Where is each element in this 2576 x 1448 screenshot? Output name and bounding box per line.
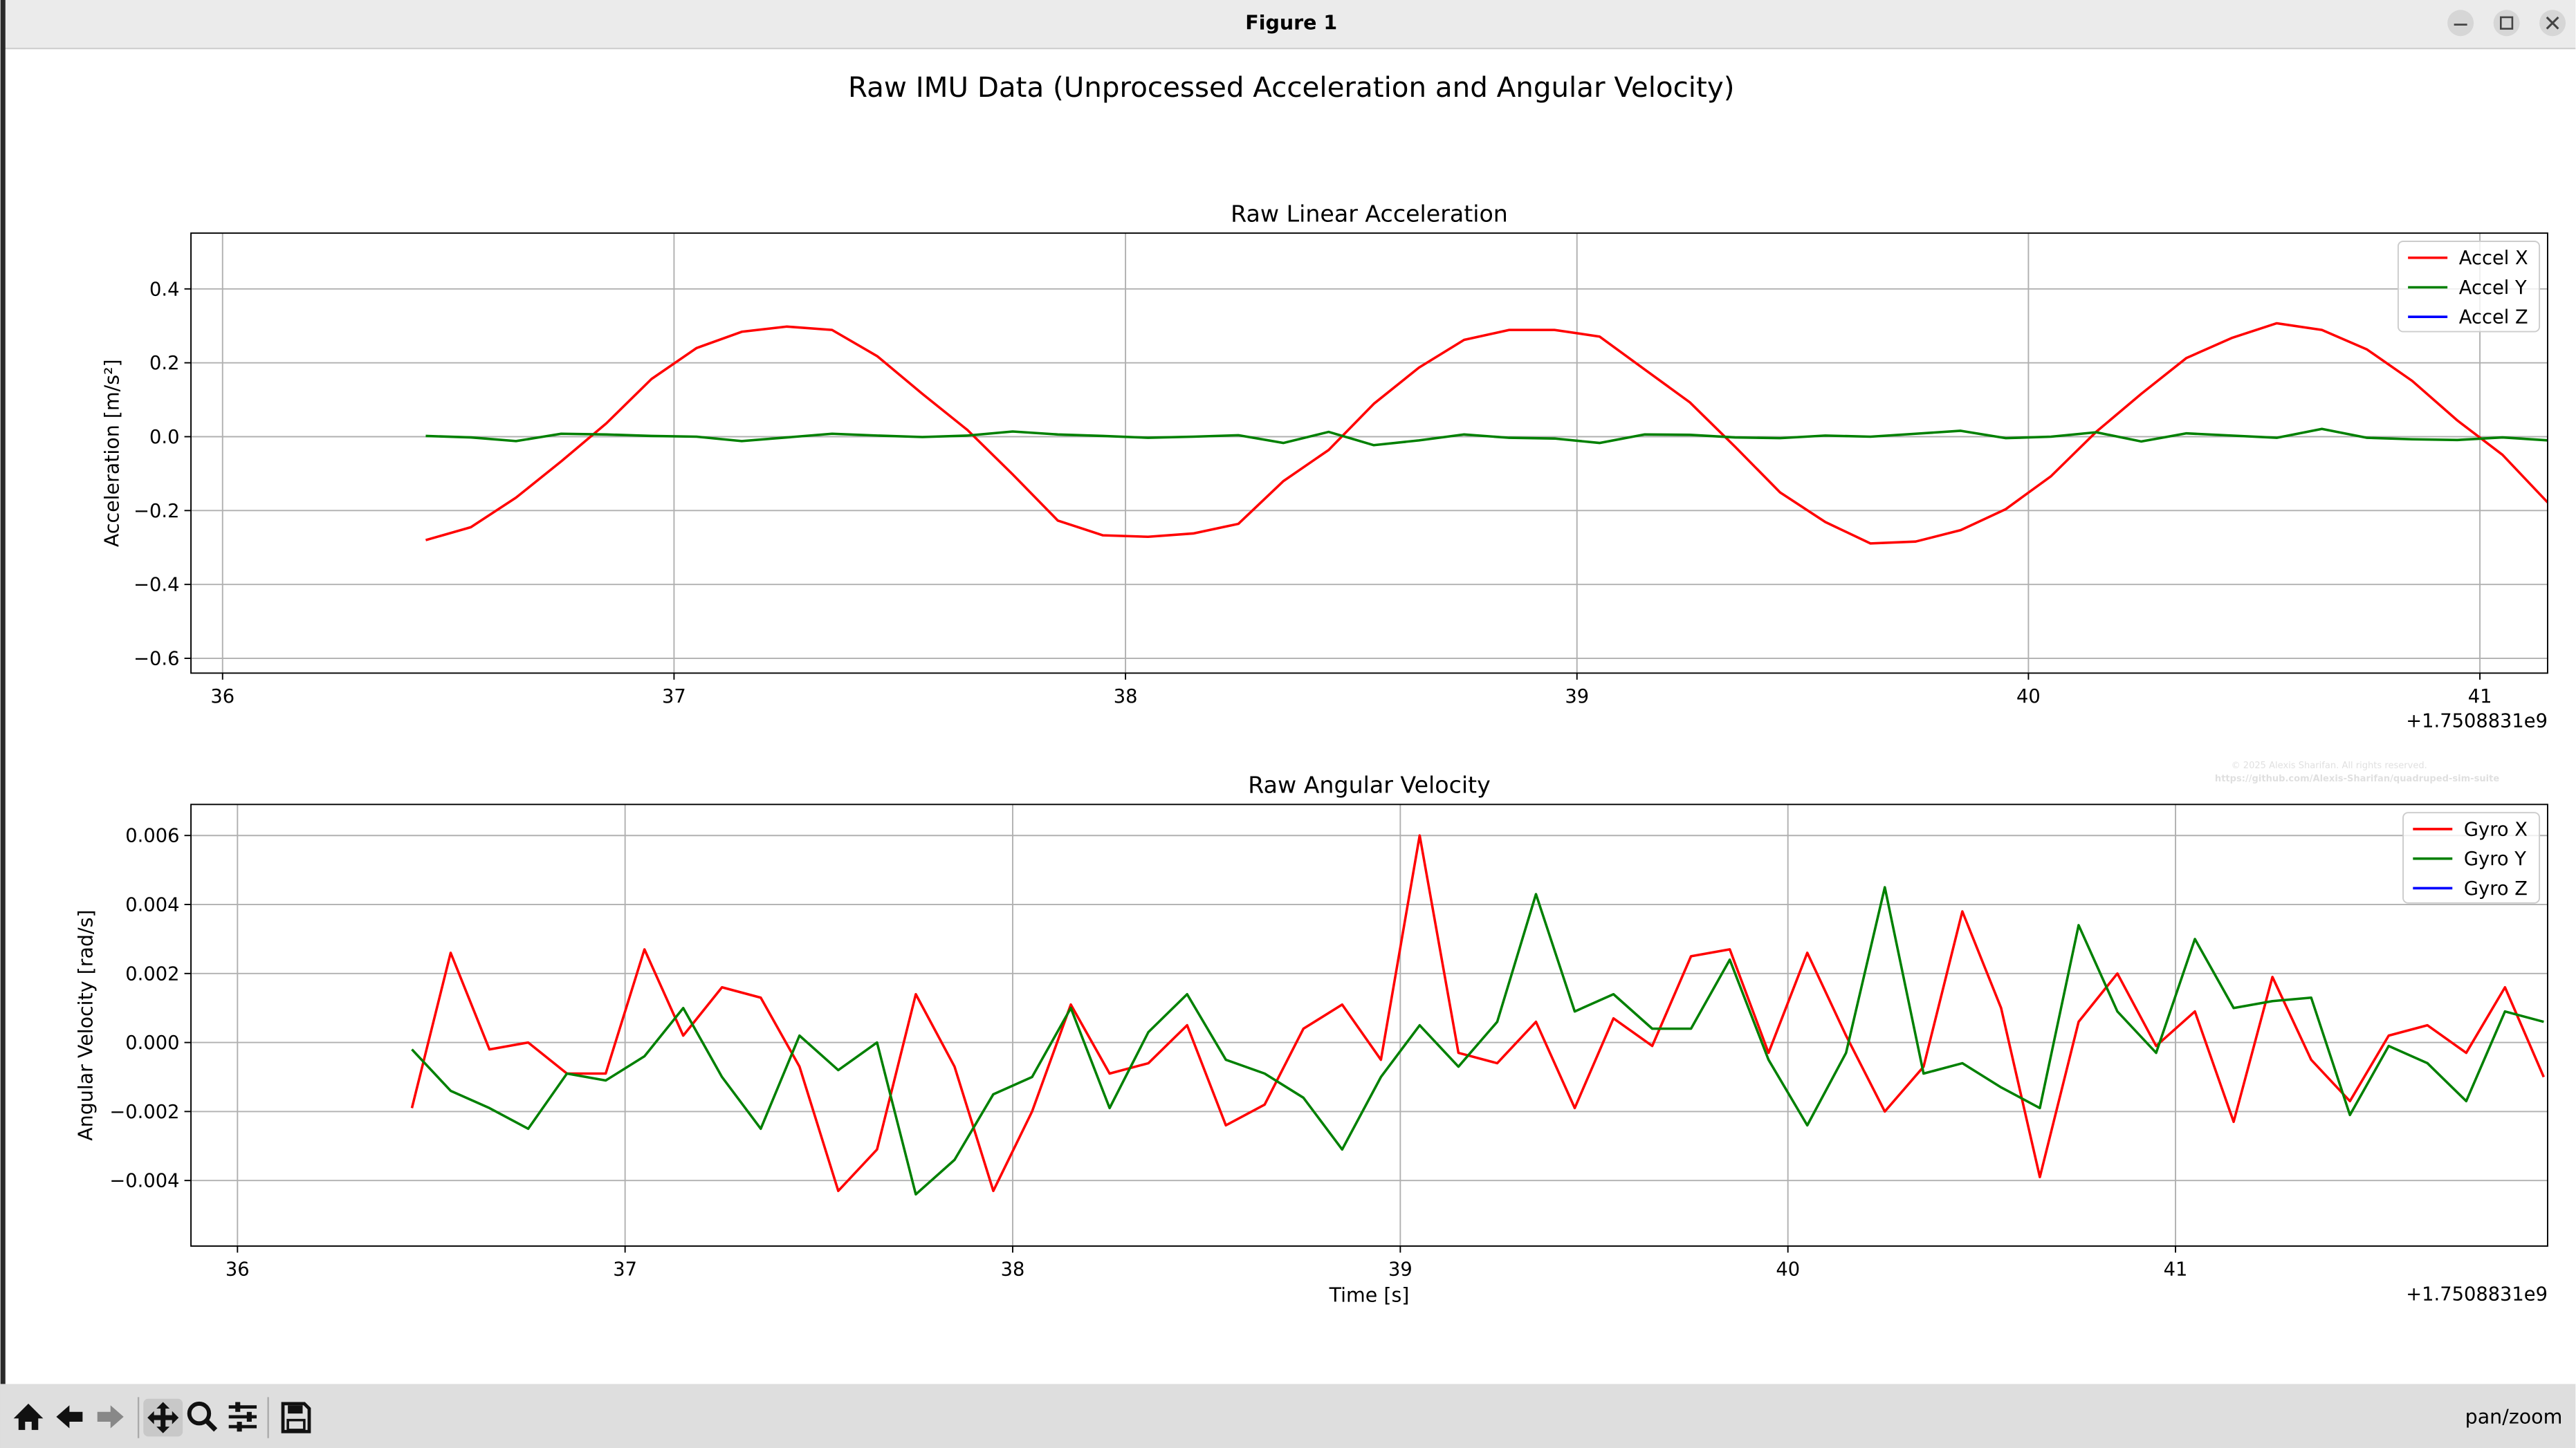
x-tick-label: 36 [226, 1259, 250, 1281]
slider-knob [237, 1422, 242, 1432]
x-axis-label: Time [s] [1329, 1284, 1410, 1307]
toolbar [0, 1384, 2576, 1448]
subplot: 36 37 38 39 40 41 −0.004 −0.002 0.000 0.002 0.004 0… [75, 772, 2548, 1307]
zoom-handle [203, 1418, 218, 1432]
x-tick-label: 39 [1388, 1259, 1413, 1281]
left-edge [0, 0, 6, 1448]
back-button[interactable] [56, 1405, 83, 1429]
y-tick-label: −0.2 [134, 501, 179, 522]
legend-label: Gyro Y [2464, 848, 2526, 870]
x-tick-label: 40 [1776, 1259, 1800, 1281]
legend-label: Accel X [2459, 248, 2528, 269]
save-icon-part [288, 1405, 303, 1414]
y-axis-label: Angular Velocity [rad/s] [75, 909, 98, 1140]
x-tick-label: 36 [210, 686, 234, 707]
x-tick-label: 40 [2016, 686, 2041, 707]
y-tick-label: −0.004 [109, 1171, 179, 1192]
legend-box [2397, 241, 2541, 333]
data-line [410, 834, 2546, 1192]
data-line [411, 886, 2544, 1196]
y-tick-label: 0.0 [149, 427, 179, 448]
data-line [425, 322, 2548, 545]
status-text: pan/zoom [2465, 1405, 2563, 1428]
x-tick-label: 37 [662, 686, 686, 707]
configure-button[interactable] [228, 1405, 257, 1429]
legend-label: Gyro X [2464, 819, 2528, 840]
y-axis-label: Acceleration [m/s²] [101, 359, 124, 547]
slider-knob [246, 1411, 252, 1422]
legend-label: Accel Y [2459, 277, 2527, 299]
subplot-title: Raw Linear Acceleration [1231, 201, 1508, 228]
zoom-button[interactable] [187, 1401, 212, 1426]
minimize-button[interactable] [2447, 10, 2474, 37]
legend-box [2402, 812, 2541, 904]
offset-text: +1.7508831e9 [2406, 711, 2548, 732]
y-tick-label: 0.004 [125, 895, 179, 916]
legend-label: Gyro Z [2464, 878, 2528, 900]
x-tick-label: 37 [613, 1259, 637, 1281]
toolbar-buttons [13, 1398, 311, 1437]
maximize-button[interactable] [2493, 10, 2520, 37]
axes-frame [190, 804, 2548, 1247]
offset-text: +1.7508831e9 [2406, 1283, 2548, 1305]
save-icon-part [286, 1418, 306, 1431]
y-tick-label: 0.002 [125, 963, 179, 985]
figure-title: Raw IMU Data (Unprocessed Acceleration a… [848, 71, 1734, 104]
y-tick-label: −0.6 [134, 649, 179, 670]
x-tick-label: 38 [1001, 1259, 1025, 1281]
axes-frame [190, 232, 2548, 674]
slider-knob [235, 1402, 241, 1412]
data-line [425, 427, 2548, 447]
window-controls[interactable] [2447, 10, 2566, 37]
x-tick-label: 41 [2468, 686, 2492, 707]
y-tick-label: 0.000 [125, 1032, 179, 1054]
maximize-icon [2500, 16, 2514, 30]
subplot-title: Raw Angular Velocity [1248, 772, 1490, 799]
close-icon [2546, 16, 2559, 30]
window-title: Figure 1 [1245, 12, 1337, 35]
home-button[interactable] [13, 1403, 44, 1430]
x-tick-label: 41 [2164, 1259, 2188, 1281]
save-button[interactable] [281, 1402, 311, 1433]
x-tick-label: 39 [1565, 686, 1589, 707]
watermark: https://github.com/Alexis-Sharifan/quadr… [2215, 774, 2499, 784]
pan-button[interactable] [147, 1402, 179, 1433]
forward-button[interactable] [97, 1405, 124, 1429]
subplot: 36 37 38 39 40 41 −0.6 −0.4 −0.2 0.0 0.2 0.4 Raw Lin… [101, 201, 2548, 732]
legend-label: Accel Z [2459, 307, 2528, 328]
y-tick-label: 0.006 [125, 826, 179, 847]
y-tick-label: −0.4 [134, 575, 179, 596]
y-tick-label: 0.4 [149, 279, 179, 300]
x-tick-label: 38 [1114, 686, 1138, 707]
watermark: © 2025 Alexis Sharifan. All rights reser… [2232, 761, 2427, 771]
y-tick-label: 0.2 [149, 353, 179, 374]
title-bar [0, 0, 2576, 48]
y-tick-label: −0.002 [109, 1102, 179, 1123]
